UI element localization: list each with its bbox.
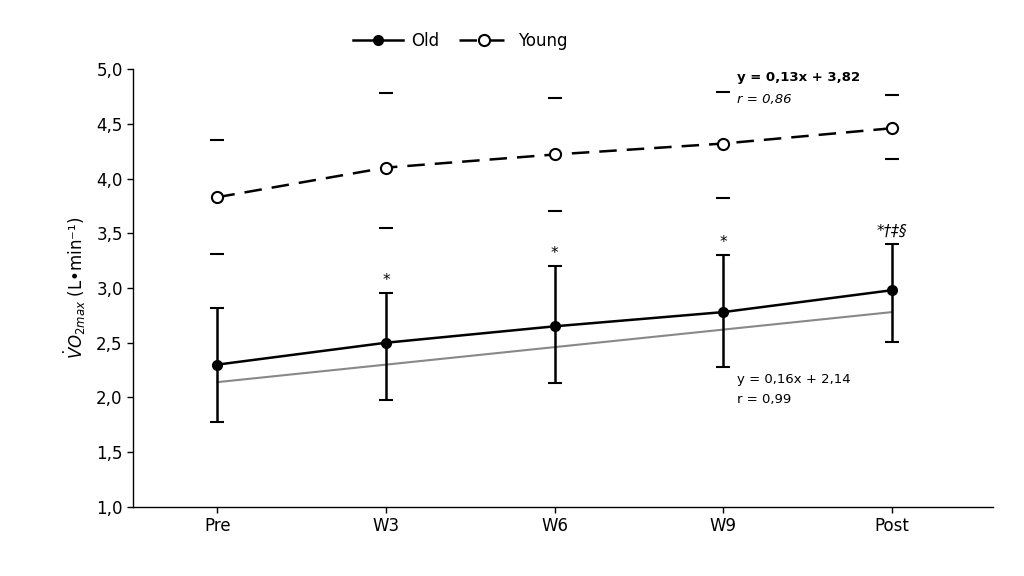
Text: *: * [720,234,727,250]
Text: r = 0,99: r = 0,99 [737,393,792,406]
Text: *†‡§: *†‡§ [877,223,907,239]
Text: y = 0,13x + 3,82: y = 0,13x + 3,82 [737,71,860,84]
Text: *: * [382,273,390,288]
Text: r = 0,86: r = 0,86 [737,93,792,106]
Legend: Old, Young: Old, Young [346,25,573,56]
Text: *: * [551,245,558,260]
Text: y = 0,16x + 2,14: y = 0,16x + 2,14 [737,373,851,386]
Y-axis label: $\dot{V}O_{2max}$ (L•min⁻¹): $\dot{V}O_{2max}$ (L•min⁻¹) [61,217,88,359]
